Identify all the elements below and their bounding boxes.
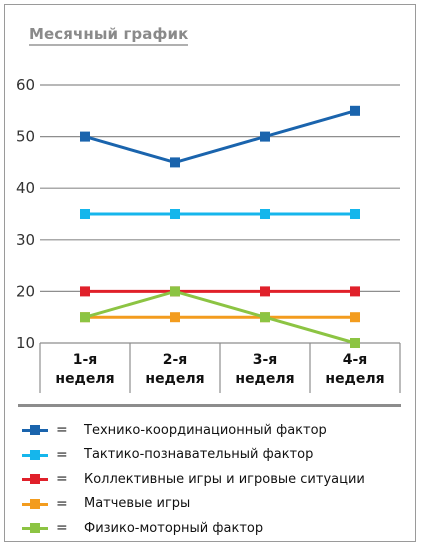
- y-tick-label: 60: [16, 76, 35, 94]
- line-chart-plot: 10 20 30 40 50 60 1-я неделя 2-я неделя 3-я неделя…: [16, 76, 401, 393]
- series-line: [84, 289, 356, 345]
- legend-swatch: [22, 498, 48, 509]
- legend-label: Матчевые игры: [84, 496, 191, 512]
- data-point: [170, 286, 180, 297]
- x-axis-ticks: 1-я неделя 2-я неделя 3-я неделя 4-я неделя: [55, 352, 384, 387]
- data-point: [170, 312, 180, 323]
- chart-frame: Месячный график: [4, 4, 416, 542]
- legend-label: Технико-координационный фактор: [84, 422, 327, 438]
- y-tick-label: 20: [16, 282, 35, 300]
- series-lines: [80, 105, 360, 348]
- data-point: [350, 312, 360, 323]
- x-tick-label: 4-я неделя: [325, 352, 384, 387]
- data-point: [350, 209, 360, 219]
- legend-equals: =: [56, 495, 68, 512]
- grid-lines: [39, 84, 401, 393]
- data-point: [350, 338, 360, 348]
- x-tick-label: 1-я неделя: [55, 352, 114, 387]
- chart-title: Месячный график: [29, 25, 189, 46]
- legend-divider: [18, 404, 401, 407]
- legend-equals: =: [56, 471, 68, 488]
- legend-item: = Физико-моторный фактор: [20, 516, 400, 541]
- data-point: [80, 209, 90, 219]
- legend-swatch: [22, 425, 48, 436]
- legend-equals: =: [56, 520, 68, 537]
- legend-label: Коллективные игры и игровые ситуации: [84, 471, 365, 487]
- x-tick-label: 2-я неделя: [145, 352, 204, 387]
- legend: = Технико-координационный фактор = Такти…: [20, 418, 400, 541]
- data-point: [350, 286, 360, 297]
- legend-swatch: [22, 449, 48, 460]
- data-point: [80, 286, 90, 297]
- data-point: [350, 105, 360, 116]
- legend-label: Тактико-познавательный фактор: [84, 447, 314, 463]
- legend-item: = Матчевые игры: [20, 492, 400, 517]
- legend-item: = Технико-координационный фактор: [20, 418, 400, 443]
- data-point: [170, 209, 180, 219]
- legend-label: Физико-моторный фактор: [84, 520, 264, 536]
- data-point: [80, 131, 90, 142]
- data-point: [260, 131, 270, 142]
- legend-swatch: [22, 474, 48, 485]
- legend-equals: =: [56, 446, 68, 463]
- legend-equals: =: [56, 422, 68, 439]
- y-tick-label: 40: [16, 179, 35, 197]
- y-axis-ticks: 10 20 30 40 50 60: [16, 76, 35, 352]
- data-point: [260, 286, 270, 297]
- x-tick-label: 3-я неделя: [235, 352, 294, 387]
- y-tick-label: 50: [16, 128, 35, 146]
- legend-item: = Коллективные игры и игровые ситуации: [20, 467, 400, 492]
- y-tick-label: 10: [16, 334, 35, 352]
- data-point: [80, 312, 90, 323]
- data-point: [170, 157, 180, 168]
- data-point: [260, 209, 270, 219]
- legend-item: = Тактико-познавательный фактор: [20, 443, 400, 468]
- series-line: [84, 109, 356, 164]
- data-point: [260, 312, 270, 323]
- legend-swatch: [22, 523, 48, 534]
- y-tick-label: 30: [16, 231, 35, 249]
